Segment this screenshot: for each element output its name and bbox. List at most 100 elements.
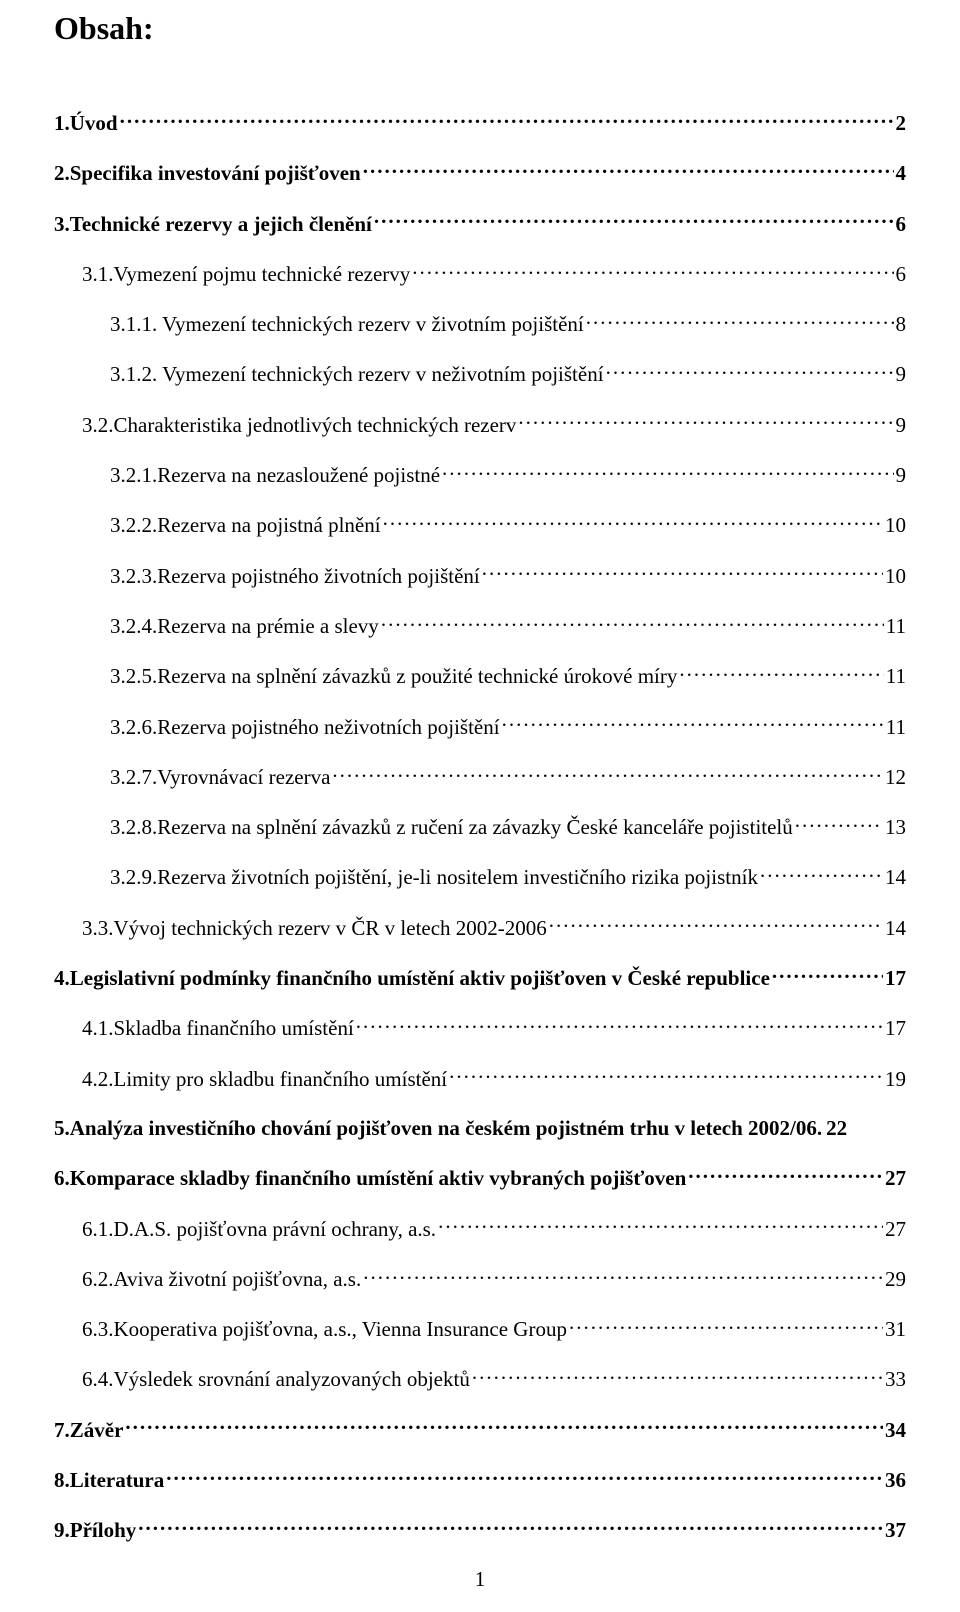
toc-label: 3.1.2. Vymezení technických rezerv v než… <box>110 361 604 388</box>
toc-label: 3.2.4.Rezerva na prémie a slevy <box>110 613 379 640</box>
toc-leader <box>502 713 884 734</box>
toc-leader <box>332 763 883 784</box>
toc-leader <box>438 1215 883 1236</box>
toc-page: 11 <box>886 714 906 741</box>
toc-leader <box>679 662 883 683</box>
toc-label: 6.4.Výsledek srovnání analyzovaných obje… <box>82 1366 470 1393</box>
toc-page: 14 <box>885 915 906 942</box>
toc-leader <box>125 1416 883 1437</box>
toc-row: 5.Analýza investičního chování pojišťove… <box>54 1115 906 1142</box>
toc-label: 6.3.Kooperativa pojišťovna, a.s., Vienna… <box>82 1316 567 1343</box>
toc-leader <box>549 914 883 935</box>
toc-row: 3.2.9.Rezerva životních pojištění, je-li… <box>54 863 906 891</box>
toc-page: 8 <box>896 311 907 338</box>
toc-row: 3.2.5.Rezerva na splnění závazků z použi… <box>54 662 906 690</box>
toc-row: 4.2.Limity pro skladbu finančního umístě… <box>54 1065 906 1093</box>
toc-row: 4.Legislativní podmínky finančního umíst… <box>54 964 906 992</box>
toc-page: 14 <box>885 864 906 891</box>
toc-label: 4.1.Skladba finančního umístění <box>82 1015 354 1042</box>
toc-page: 11 <box>886 613 906 640</box>
toc-label: 7.Závěr <box>54 1417 123 1444</box>
toc-label: 6.2.Aviva životní pojišťovna, a.s. <box>82 1266 361 1293</box>
toc-row: 6.1.D.A.S. pojišťovna právní ochrany, a.… <box>54 1215 906 1243</box>
toc-row: 9.Přílohy 37 <box>54 1516 906 1544</box>
toc-page: 12 <box>885 764 906 791</box>
toc-leader <box>138 1516 883 1537</box>
toc-label: 3.2.1.Rezerva na nezasloužené pojistné <box>110 462 440 489</box>
toc-label: 3.1.1. Vymezení technických rezerv v živ… <box>110 311 584 338</box>
toc-page: 17 <box>885 1015 906 1042</box>
toc-page: 33 <box>885 1366 906 1393</box>
toc-row: 3.Technické rezervy a jejich členění 6 <box>54 210 906 238</box>
toc-row: 6.3.Kooperativa pojišťovna, a.s., Vienna… <box>54 1315 906 1343</box>
toc-label: 3.2.8.Rezerva na splnění závazků z ručen… <box>110 814 793 841</box>
toc-leader <box>166 1466 883 1487</box>
toc-page: 22 <box>826 1115 847 1142</box>
toc-leader <box>482 562 883 583</box>
toc-row: 3.2.6.Rezerva pojistného neživotních poj… <box>54 713 906 741</box>
toc-leader <box>472 1365 883 1386</box>
toc-row: 3.2.2.Rezerva na pojistná plnění 10 <box>54 511 906 539</box>
toc-label: 2.Specifika investování pojišťoven <box>54 160 361 187</box>
toc-page: 27 <box>885 1216 906 1243</box>
toc-leader <box>518 411 893 432</box>
toc-row: 3.3.Vývoj technických rezerv v ČR v lete… <box>54 914 906 942</box>
toc-leader <box>374 210 894 231</box>
toc-page: 6 <box>896 261 907 288</box>
toc-page: 9 <box>896 412 907 439</box>
toc-label: 5.Analýza investičního chování pojišťove… <box>54 1115 822 1142</box>
toc-page: 29 <box>885 1266 906 1293</box>
toc-page: 4 <box>896 160 907 187</box>
toc-row: 2.Specifika investování pojišťoven 4 <box>54 159 906 187</box>
toc-page: 37 <box>885 1517 906 1544</box>
toc-page: 34 <box>885 1417 906 1444</box>
toc-label: 3.2.6.Rezerva pojistného neživotních poj… <box>110 714 500 741</box>
toc-label: 9.Přílohy <box>54 1517 136 1544</box>
toc-page: 17 <box>885 965 906 992</box>
page-number: 1 <box>54 1567 906 1592</box>
toc-row: 3.2.Charakteristika jednotlivých technic… <box>54 411 906 439</box>
toc-leader <box>120 109 894 130</box>
toc-label: 3.2.2.Rezerva na pojistná plnění <box>110 512 381 539</box>
toc-label: 6.Komparace skladby finančního umístění … <box>54 1165 686 1192</box>
toc-label: 4.2.Limity pro skladbu finančního umístě… <box>82 1066 447 1093</box>
toc-row: 1.Úvod2 <box>54 109 906 137</box>
toc-label: 3.3.Vývoj technických rezerv v ČR v lete… <box>82 915 547 942</box>
toc-label: 3.1.Vymezení pojmu technické rezervy <box>82 261 410 288</box>
toc-leader <box>442 461 893 482</box>
toc-leader <box>449 1065 883 1086</box>
toc-page: 31 <box>885 1316 906 1343</box>
toc-leader <box>795 813 883 834</box>
toc-leader <box>356 1014 883 1035</box>
toc-label: 4.Legislativní podmínky finančního umíst… <box>54 965 770 992</box>
toc-label: 3.2.9.Rezerva životních pojištění, je-li… <box>110 864 758 891</box>
toc-title: Obsah: <box>54 10 906 47</box>
toc-page: 36 <box>885 1467 906 1494</box>
toc-row: 8.Literatura 36 <box>54 1466 906 1494</box>
toc-leader <box>383 511 883 532</box>
toc-row: 6.4.Výsledek srovnání analyzovaných obje… <box>54 1365 906 1393</box>
toc-label: 3.Technické rezervy a jejich členění <box>54 211 372 238</box>
toc-label: 1.Úvod <box>54 110 118 137</box>
toc-leader <box>569 1315 883 1336</box>
toc-leader <box>772 964 883 985</box>
toc-leader <box>363 1265 883 1286</box>
toc-page: 9 <box>896 361 907 388</box>
toc-label: 8.Literatura <box>54 1467 164 1494</box>
toc-row: 3.2.3.Rezerva pojistného životních pojiš… <box>54 562 906 590</box>
toc-page: 9 <box>896 462 907 489</box>
toc-leader <box>760 863 883 884</box>
toc-page: 19 <box>885 1066 906 1093</box>
toc-row: 3.1.1. Vymezení technických rezerv v živ… <box>54 310 906 338</box>
toc-row: 3.2.1.Rezerva na nezasloužené pojistné 9 <box>54 461 906 489</box>
toc-leader <box>586 310 894 331</box>
toc-page: 6 <box>896 211 907 238</box>
toc-row: 6.Komparace skladby finančního umístění … <box>54 1164 906 1192</box>
toc-row: 6.2.Aviva životní pojišťovna, a.s. 29 <box>54 1265 906 1293</box>
toc-page: 10 <box>885 512 906 539</box>
toc-page: 10 <box>885 563 906 590</box>
toc-page: 13 <box>885 814 906 841</box>
toc-leader <box>412 260 893 281</box>
toc-row: 3.2.7.Vyrovnávací rezerva12 <box>54 763 906 791</box>
toc-page: 27 <box>885 1165 906 1192</box>
